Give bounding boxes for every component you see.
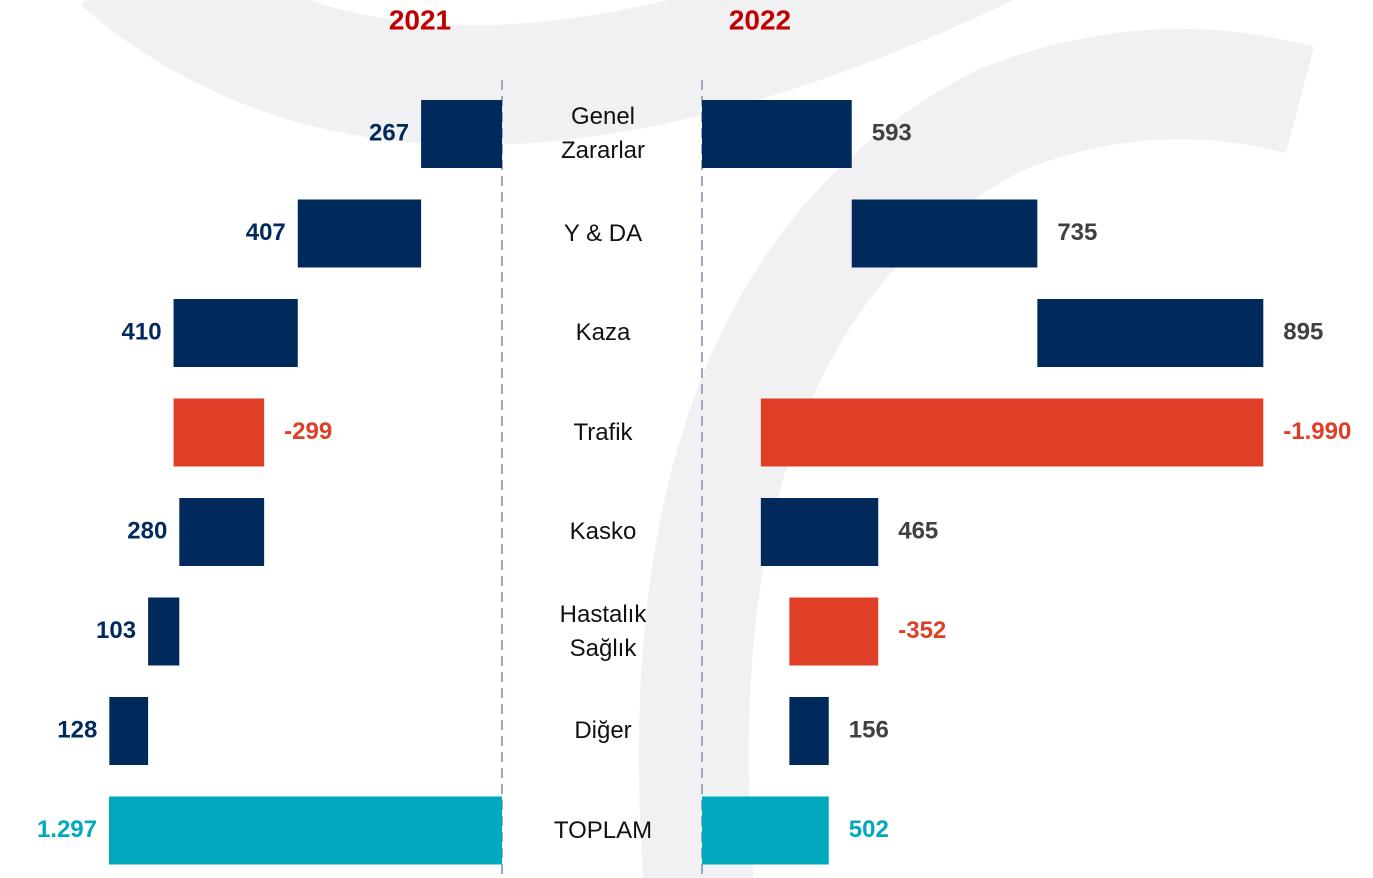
- value-label: 280: [127, 517, 167, 544]
- bar: [173, 299, 298, 367]
- series-title: 2022: [729, 4, 791, 35]
- bar: [109, 796, 502, 865]
- value-label: -1.990: [1283, 418, 1351, 445]
- category-label: Kasko: [569, 518, 637, 545]
- value-label: 128: [57, 716, 97, 743]
- bar: [851, 199, 1038, 268]
- bar: [702, 796, 829, 865]
- category-label: Trafik: [573, 418, 633, 446]
- bar: [148, 597, 180, 666]
- category-label: Y & DA: [563, 219, 643, 247]
- value-label: 1.297: [37, 816, 97, 843]
- bar: [109, 697, 149, 765]
- value-label: 735: [1057, 219, 1097, 246]
- category-label: Genel Zararlar: [560, 103, 645, 164]
- value-label: 103: [96, 617, 136, 644]
- value-label: 593: [872, 119, 912, 146]
- category-label: Diğer: [574, 717, 632, 744]
- value-label: -352: [898, 617, 946, 644]
- category-label: Kaza: [575, 319, 631, 346]
- bar: [179, 498, 265, 566]
- swoosh: [80, 0, 1014, 146]
- value-label: 407: [246, 219, 286, 246]
- bar: [760, 398, 1264, 467]
- value-label: 465: [898, 517, 938, 544]
- value-label: 410: [122, 318, 162, 345]
- bar: [789, 697, 829, 765]
- bar: [789, 597, 879, 666]
- category-label: TOPLAM: [553, 816, 653, 844]
- background-swoosh: [80, 0, 1315, 878]
- swoosh: [638, 29, 1315, 878]
- category-label: Hastalık Sağlık: [559, 600, 647, 662]
- value-label: 156: [849, 716, 889, 743]
- value-label: 267: [369, 119, 409, 146]
- bar: [297, 199, 422, 268]
- value-label: 895: [1283, 318, 1323, 345]
- series-title: 2021: [389, 4, 451, 35]
- bar: [1037, 299, 1264, 367]
- bar: [421, 100, 502, 168]
- value-label: -299: [284, 418, 332, 445]
- value-label: 502: [849, 816, 889, 843]
- bar: [702, 100, 852, 168]
- bar: [173, 398, 265, 467]
- bar: [760, 498, 879, 566]
